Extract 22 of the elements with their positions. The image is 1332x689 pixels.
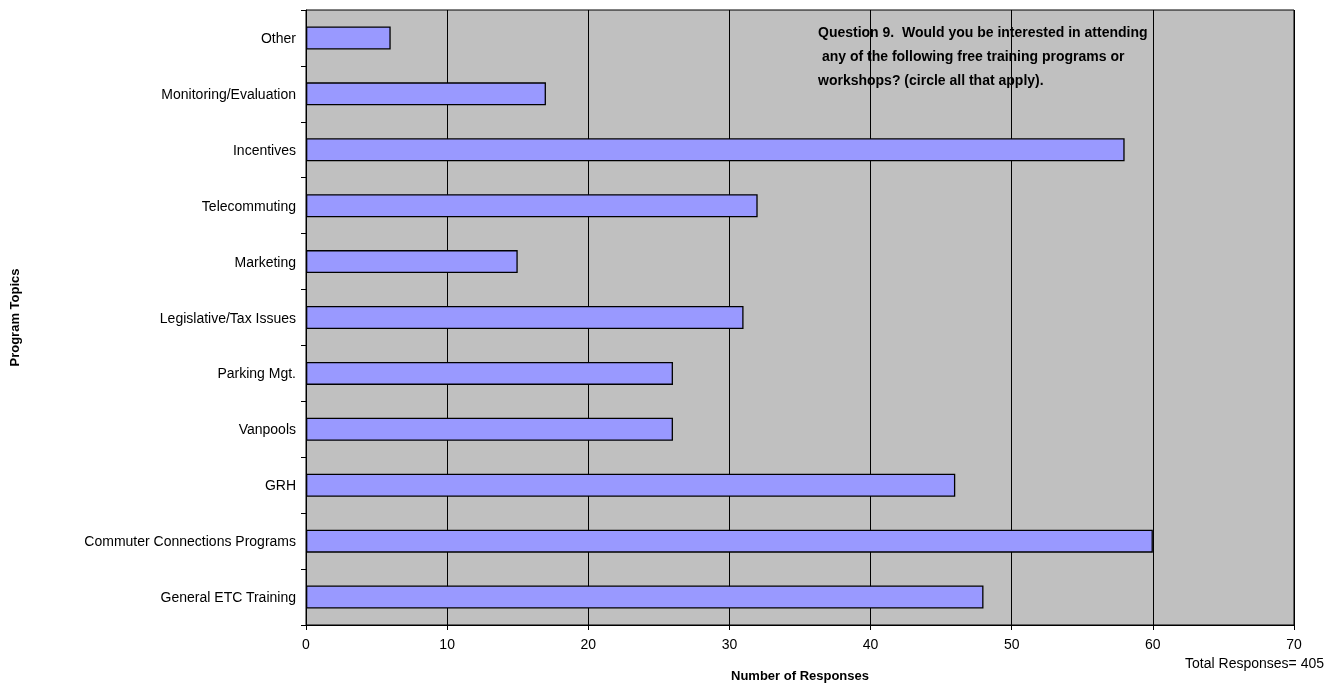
- text: Total Responses= 405: [1185, 655, 1325, 671]
- x-tick-label: 40: [862, 636, 879, 652]
- x-tick-label: 30: [721, 636, 738, 652]
- y-tick-label: Vanpools: [238, 421, 296, 438]
- x-axis-title: Number of Responses: [731, 668, 869, 683]
- x-tick-label: 60: [1145, 636, 1161, 652]
- y-tick-label: Parking Mgt.: [217, 365, 296, 382]
- y-tick-label: General ETC Training: [160, 589, 296, 606]
- x-tick-label: 50: [1003, 636, 1020, 652]
- x-tick-label: 20: [580, 636, 597, 652]
- y-axis-title: Program Topics: [7, 268, 22, 367]
- y-tick-label: Commuter Connections Programs: [84, 533, 296, 550]
- y-tick-label: GRH: [264, 477, 296, 494]
- x-tick-label: 0: [302, 636, 311, 652]
- y-tick-label: Legislative/Tax Issues: [159, 309, 296, 326]
- y-tick-label: Incentives: [232, 141, 296, 158]
- y-tick-label: Monitoring/Evaluation: [161, 85, 296, 102]
- x-tick-label: 10: [439, 636, 456, 652]
- x-tick-label: 70: [1286, 636, 1302, 652]
- y-tick-label: Telecommuting: [201, 197, 296, 214]
- y-tick-label: Other: [260, 29, 297, 46]
- y-tick-label: Marketing: [234, 253, 296, 270]
